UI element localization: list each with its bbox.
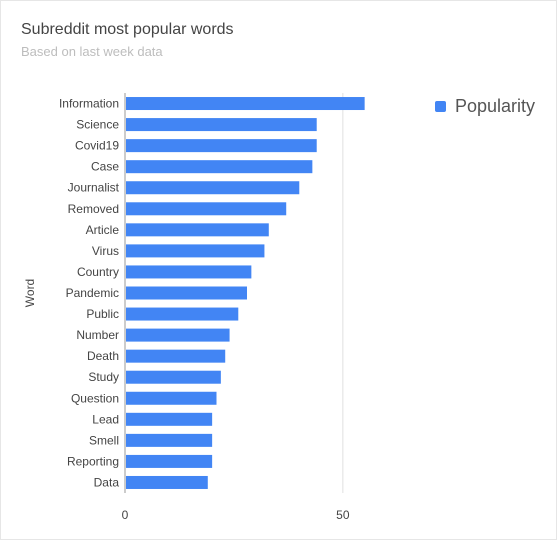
bar-public[interactable]	[126, 307, 239, 321]
bar-article[interactable]	[126, 223, 269, 237]
bar-case[interactable]	[126, 160, 313, 174]
bar-study[interactable]	[126, 370, 221, 384]
bar-science[interactable]	[126, 118, 317, 132]
chart-title: Subreddit most popular words	[21, 21, 234, 38]
bar-information[interactable]	[126, 97, 365, 111]
bar-journalist[interactable]	[126, 181, 300, 195]
category-label: Data	[94, 475, 120, 489]
bar-death[interactable]	[126, 349, 226, 363]
bar-question[interactable]	[126, 391, 217, 405]
x-axis-ticks: 0 50	[122, 508, 350, 522]
bar-country[interactable]	[126, 265, 252, 279]
category-label: Question	[71, 391, 119, 405]
legend-swatch	[435, 101, 446, 112]
category-label: Case	[91, 160, 119, 174]
category-label: Removed	[68, 202, 119, 216]
bar-lead[interactable]	[126, 412, 213, 426]
category-label: Smell	[89, 433, 119, 447]
bars	[126, 97, 365, 489]
x-tick-label: 50	[336, 508, 350, 522]
category-label: Death	[87, 349, 119, 363]
category-label: Lead	[92, 412, 119, 426]
legend[interactable]: Popularity	[435, 96, 535, 117]
category-label: Article	[86, 223, 120, 237]
category-label: Virus	[92, 244, 119, 258]
category-label: Public	[86, 307, 119, 321]
x-tick-label: 0	[122, 508, 129, 522]
category-labels: Information Science Covid19 Case Journalist R…	[59, 97, 120, 490]
category-label: Journalist	[68, 181, 120, 195]
gridlines	[124, 93, 344, 493]
bar-covid19[interactable]	[126, 139, 317, 153]
bar-reporting[interactable]	[126, 454, 213, 468]
category-label: Country	[77, 265, 119, 279]
bar-data[interactable]	[126, 475, 208, 489]
chart-subtitle: Based on last week data	[21, 44, 163, 59]
legend-label: Popularity	[455, 96, 536, 116]
bar-number[interactable]	[126, 328, 230, 342]
category-label: Covid19	[75, 139, 119, 153]
y-axis-title: Word	[23, 279, 37, 307]
bar-smell[interactable]	[126, 433, 213, 447]
bar-virus[interactable]	[126, 244, 265, 258]
category-label: Pandemic	[66, 286, 119, 300]
bar-removed[interactable]	[126, 202, 287, 216]
category-label: Science	[76, 118, 119, 132]
category-label: Reporting	[67, 454, 119, 468]
bar-pandemic[interactable]	[126, 286, 247, 300]
category-label: Information	[59, 97, 119, 111]
category-label: Number	[76, 328, 119, 342]
category-label: Study	[88, 370, 119, 384]
